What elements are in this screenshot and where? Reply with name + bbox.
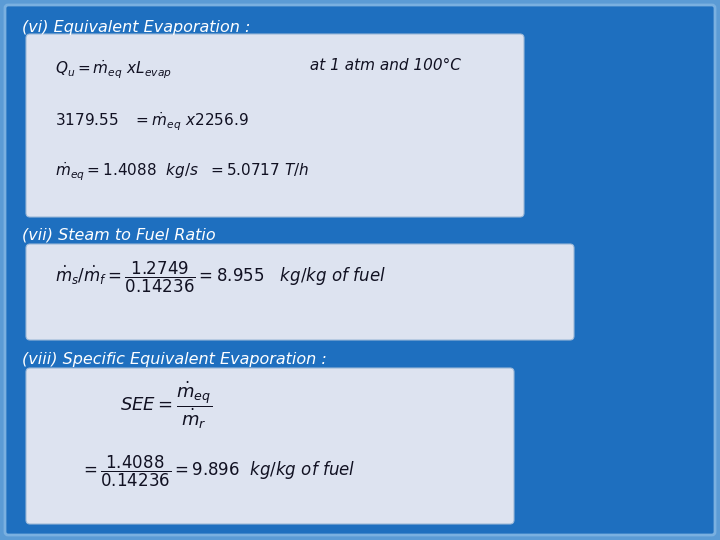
Text: (viii) Specific Equivalent Evaporation :: (viii) Specific Equivalent Evaporation : bbox=[22, 352, 327, 367]
Text: at 1 atm and 100°C: at 1 atm and 100°C bbox=[305, 58, 461, 73]
FancyBboxPatch shape bbox=[5, 5, 715, 535]
Text: $\dot{m}_{eq} = 1.4088\ \ kg/s\ \ = 5.0717\ T/h$: $\dot{m}_{eq} = 1.4088\ \ kg/s\ \ = 5.07… bbox=[55, 160, 310, 183]
Text: (vi) Equivalent Evaporation :: (vi) Equivalent Evaporation : bbox=[22, 20, 251, 35]
Text: $= \dfrac{1.4088}{0.14236} = 9.896\ \ kg/kg\ of\ fuel$: $= \dfrac{1.4088}{0.14236} = 9.896\ \ kg… bbox=[80, 454, 356, 489]
Text: $3179.55\ \ \ = \dot{m}_{eq}\ x2256.9$: $3179.55\ \ \ = \dot{m}_{eq}\ x2256.9$ bbox=[55, 110, 248, 132]
Text: (vii) Steam to Fuel Ratio: (vii) Steam to Fuel Ratio bbox=[22, 228, 215, 243]
FancyBboxPatch shape bbox=[26, 34, 524, 217]
FancyBboxPatch shape bbox=[26, 368, 514, 524]
Text: $\dot{m}_s/\dot{m}_f = \dfrac{1.2749}{0.14236} = 8.955\ \ \ kg/kg\ of\ fuel$: $\dot{m}_s/\dot{m}_f = \dfrac{1.2749}{0.… bbox=[55, 260, 386, 295]
FancyBboxPatch shape bbox=[26, 244, 574, 340]
Text: $Q_u = \dot{m}_{eq}\ xL_{evap}$: $Q_u = \dot{m}_{eq}\ xL_{evap}$ bbox=[55, 58, 172, 80]
Text: $SEE = \dfrac{\dot{m}_{eq}}{\dot{m}_r}$: $SEE = \dfrac{\dot{m}_{eq}}{\dot{m}_r}$ bbox=[120, 380, 212, 431]
